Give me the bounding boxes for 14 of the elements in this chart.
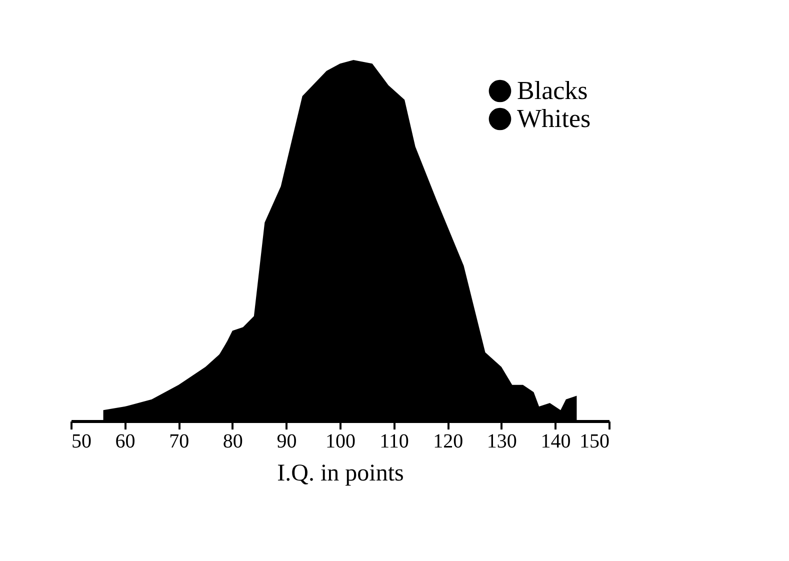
legend-label: Whites	[517, 104, 591, 133]
x-tick-label: 70	[169, 430, 190, 452]
x-tick-label: 120	[433, 430, 464, 452]
x-tick-label: 60	[115, 430, 136, 452]
x-tick-label: 90	[276, 430, 297, 452]
legend-label: Blacks	[517, 76, 588, 105]
x-axis-title: I.Q. in points	[277, 460, 404, 486]
x-tick-label: 50	[72, 430, 92, 452]
x-tick-label: 150	[580, 430, 610, 452]
x-tick-label: 130	[486, 430, 517, 452]
x-tick-label: 110	[380, 430, 409, 452]
x-tick-label: 80	[222, 430, 243, 452]
x-tick-label: 140	[540, 430, 571, 452]
x-tick-label: 100	[326, 430, 356, 452]
